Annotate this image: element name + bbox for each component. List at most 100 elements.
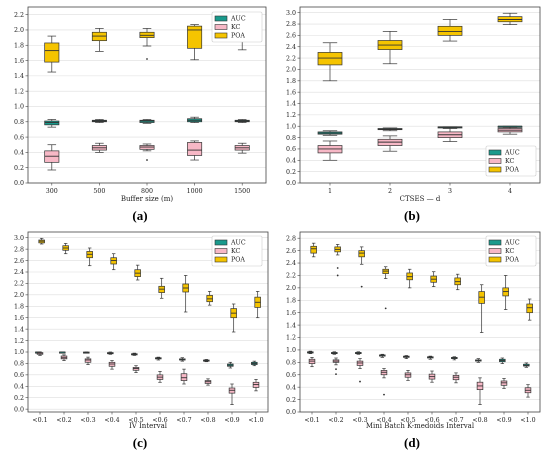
box-poa-5 [134,264,141,281]
box-poa-3 [437,19,463,42]
x-axis-label: IV Interval [129,422,168,430]
outlier-point [146,58,148,60]
box-auc-2 [59,351,66,354]
box-kc-3 [437,128,463,142]
legend-swatch-auc [214,15,228,22]
box-poa-2 [62,243,69,255]
legend-swatch-kc [214,24,228,30]
panel-label: (c) [133,435,147,450]
box-auc-1 [44,119,60,128]
legend-swatch-kc [488,158,502,164]
box-auc-8 [475,358,482,363]
x-axis-label: Buffer size (m) [121,195,174,203]
y-tick-label: 0.2 [286,397,296,404]
y-tick-label: 1.0 [286,123,296,130]
box-kc-2 [377,135,403,152]
box-kc-4 [497,127,523,135]
box-poa-8 [478,284,485,333]
box-poa-8 [206,291,213,306]
box-kc-2 [332,357,340,376]
outlier-point [359,380,361,383]
legend-swatch-poa [214,256,228,263]
box-auc-6 [427,355,434,360]
box-kc-3 [84,356,92,365]
y-tick-label: 2.0 [286,67,296,74]
y-tick-label: 3.0 [14,235,24,242]
y-tick-label: 2.2 [14,281,24,288]
y-tick-label: 0.4 [286,157,296,164]
axes-frame [27,6,267,184]
box-body [187,142,203,156]
chart-panel-3: 0.0 0.2 0.4 0.6 0.8 1.0 1.2 1.4 1.6 1.8 2.0 2.2 2.4 2… [14,231,269,450]
box-poa-7 [454,273,461,291]
box-kc-2 [91,142,107,153]
box-kc-8 [204,378,212,386]
panel-label: (d) [404,435,420,450]
box-auc-4 [379,353,386,358]
box-kc-1 [317,140,343,161]
box-poa-1 [310,242,317,258]
axes-frame [299,231,541,413]
y-tick-label: 0.8 [286,135,296,142]
x-tick-label: <0.1 [32,417,47,424]
box-kc-2 [60,354,68,361]
y-tick-label: 1.6 [14,315,24,322]
box-poa-10 [254,291,261,319]
box-kc-1 [36,351,44,356]
x-tick-label: 300 [46,188,58,195]
outlier-point [336,267,339,269]
box-body [84,358,92,363]
y-tick-label: 2.2 [14,12,24,19]
x-tick-label: 1500 [234,188,250,195]
box-poa-10 [526,298,533,321]
x-tick-label: 500 [93,188,105,195]
y-tick-label: 2.6 [286,248,296,255]
box-auc-5 [131,352,138,356]
legend-label-poa: POA [231,257,245,264]
y-tick-label: 0.6 [14,134,24,141]
box-kc-9 [228,383,236,405]
y-tick-label: 0.8 [286,360,296,367]
y-tick-label: 1.2 [286,112,296,119]
box-poa-9 [502,275,509,310]
box-body [44,42,60,63]
x-tick-label: <0.3 [80,417,95,424]
y-tick-label: 1.8 [286,78,296,85]
legend-label-kc: KC [505,158,515,165]
y-tick-label: 1.8 [14,303,24,310]
legend-label-kc: KC [231,248,241,255]
y-tick-label: 0.0 [14,180,24,187]
legend-label-poa: POA [505,167,519,174]
outlier-point [335,373,337,376]
y-tick-label: 3.0 [286,10,296,17]
x-tick-label: 2 [388,188,392,195]
box-kc-8 [476,377,484,405]
box-auc-7 [179,357,186,362]
box-kc-5 [132,365,140,373]
chart-panel-4: 0.0 0.2 0.4 0.6 0.8 1.0 1.2 1.4 1.6 1.8 2.0 2.2 2.4 2… [286,231,541,450]
x-tick-label: <0.5 [400,417,415,424]
box-poa-3 [139,28,155,60]
box-poa-6 [158,277,165,299]
legend-swatch-poa [488,256,502,263]
y-tick-label: 1.0 [14,349,24,356]
legend-swatch-kc [488,248,502,254]
legend-swatch-auc [214,239,228,246]
y-tick-label: 1.8 [14,42,24,49]
y-tick-label: 1.4 [286,322,296,329]
box-auc-9 [499,357,506,364]
y-tick-label: 1.2 [14,88,24,95]
y-tick-label: 2.0 [286,285,296,292]
y-tick-label: 1.6 [286,310,296,317]
box-auc-4 [187,116,203,123]
box-auc-2 [377,127,403,132]
y-tick-label: 0.6 [286,146,296,153]
y-tick-label: 0.2 [14,165,24,172]
y-tick-label: 2.4 [286,260,296,267]
box-kc-7 [180,368,188,385]
box-poa-2 [377,31,403,65]
legend-swatch-poa [214,32,228,39]
chart-panel-1: 0.0 0.2 0.4 0.6 0.8 1.0 1.2 1.4 1.6 1.8 2.0 2.2 300 5… [14,6,267,223]
